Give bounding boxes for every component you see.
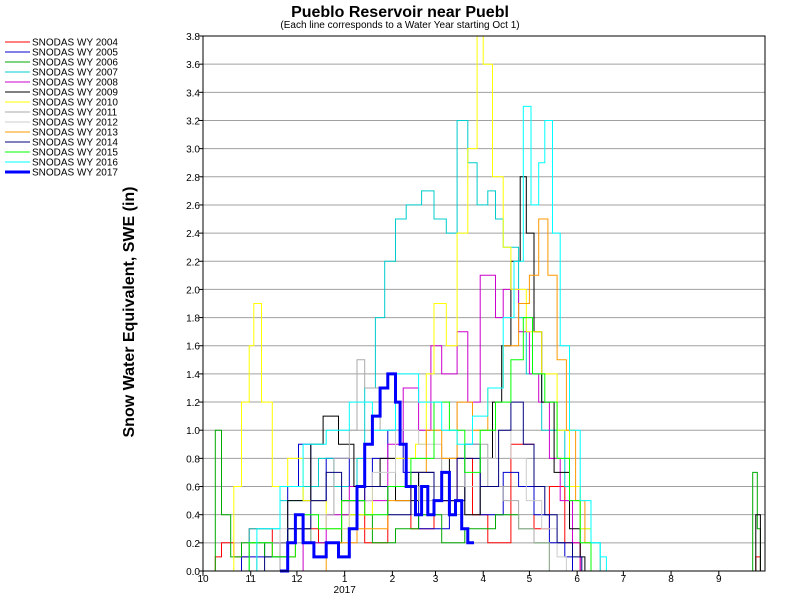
x-axis: 10 11 12 1 2 3 4 5 6 7 8 9 (197, 571, 722, 585)
series-line-snodas-wy-2013 (295, 218, 592, 572)
x-tick-label: 11 (246, 574, 257, 585)
y-tick-label: 1.0 (186, 426, 200, 437)
chart-subtitle: (Each line corresponds to a Water Year s… (280, 20, 519, 31)
legend-label: SNODAS WY 2011 (32, 108, 118, 119)
series-layer (210, 35, 761, 573)
y-tick-label: 2.4 (186, 229, 200, 240)
x-axis-year-label: 2017 (334, 585, 357, 596)
legend-label: SNODAS WY 2014 (32, 138, 118, 149)
legend-label: SNODAS WY 2017 (32, 168, 118, 179)
x-tick-label: 5 (527, 574, 533, 585)
legend-label: SNODAS WY 2013 (32, 128, 118, 139)
chart-title: Pueblo Reservoir near Puebl (291, 4, 509, 21)
legend-label: SNODAS WY 2005 (32, 48, 118, 59)
y-tick-label: 1.6 (186, 342, 200, 353)
y-tick-label: 3.6 (186, 60, 200, 71)
x-tick-label: 12 (291, 574, 303, 585)
legend-label: SNODAS WY 2007 (32, 68, 118, 79)
y-tick-label: 2.2 (186, 257, 200, 268)
x-tick-label: 1 (342, 574, 348, 585)
x-tick-label: 10 (197, 574, 209, 585)
series-line-snodas-wy-2016 (233, 105, 607, 572)
series-line-snodas-wy-2010 (218, 35, 592, 572)
y-tick-label: 0.2 (186, 539, 200, 550)
y-tick-label: 1.8 (186, 314, 200, 325)
legend-label: SNODAS WY 2009 (32, 88, 118, 99)
x-tick-label: 2 (390, 574, 396, 585)
y-tick-label: 0.8 (186, 454, 200, 465)
legend-label: SNODAS WY 2006 (32, 58, 118, 69)
y-tick-label: 0.6 (186, 483, 200, 494)
series-line-snodas-wy-2004 (210, 443, 761, 572)
series-line-snodas-wy-2015 (226, 317, 592, 572)
y-tick-label: 3.0 (186, 145, 200, 156)
y-axis-label: Snow Water Equivalent, SWE (in) (121, 187, 138, 438)
x-tick-label: 7 (621, 574, 627, 585)
series-line-snodas-wy-2011 (249, 359, 550, 572)
x-tick-label: 4 (480, 574, 486, 585)
legend-label: SNODAS WY 2004 (32, 38, 118, 49)
y-tick-label: 0.4 (186, 511, 200, 522)
x-tick-label: 8 (668, 574, 674, 585)
legend-label: SNODAS WY 2015 (32, 148, 118, 159)
y-tick-label: 1.4 (186, 370, 200, 381)
y-tick-label: 2.8 (186, 173, 200, 184)
legend-label: SNODAS WY 2010 (32, 98, 118, 109)
y-tick-label: 0.0 (186, 567, 200, 578)
legend-label: SNODAS WY 2012 (32, 118, 118, 129)
x-tick-label: 3 (433, 574, 439, 585)
y-tick-label: 2.6 (186, 201, 200, 212)
y-tick-label: 3.2 (186, 116, 200, 127)
series-line-snodas-wy-2008 (280, 274, 581, 572)
y-tick-label: 1.2 (186, 398, 200, 409)
y-tick-label: 2.0 (186, 285, 200, 296)
legend-label: SNODAS WY 2008 (32, 78, 118, 89)
x-tick-label: 6 (574, 574, 580, 585)
x-tick-label: 9 (716, 574, 722, 585)
y-axis: 0.0 0.2 0.4 0.6 0.8 1.0 1.2 1.4 1.6 1.8 2.0 2.2 2.4 2… (186, 32, 203, 578)
series-line-snodas-wy-2017 (280, 372, 474, 573)
y-tick-label: 3.4 (186, 88, 200, 99)
legend-label: SNODAS WY 2016 (32, 158, 118, 169)
plot-area (202, 35, 766, 572)
y-tick-label: 3.8 (186, 32, 200, 43)
